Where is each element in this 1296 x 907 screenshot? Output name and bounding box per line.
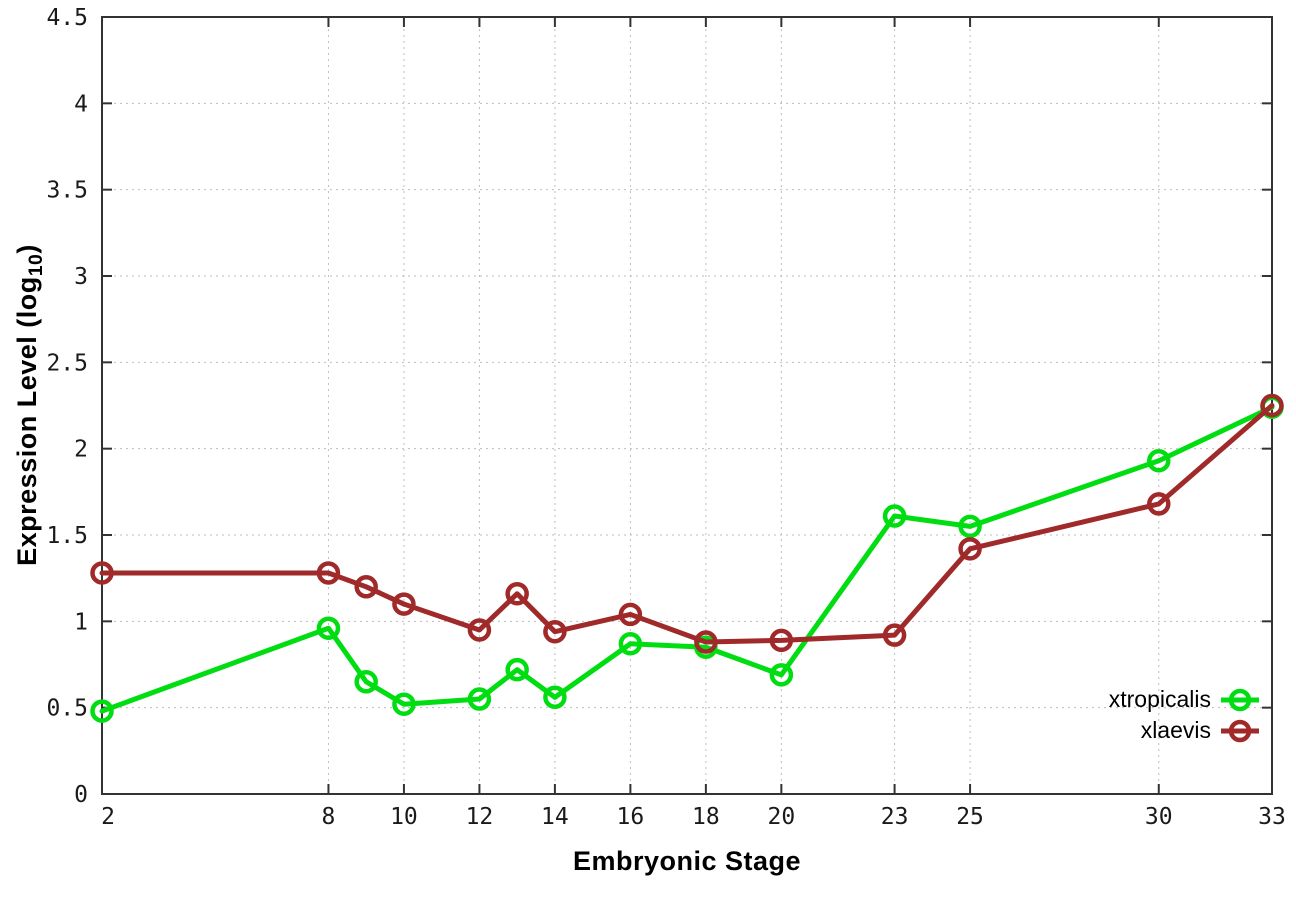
data-point-xtropicalis-stage-14: [543, 685, 567, 710]
y-axis-title: Expression Level (log10): [12, 244, 48, 566]
y-tick-label-3.5: 3.5: [46, 178, 88, 204]
y-tick-label-3: 3: [74, 264, 88, 290]
legend-marker-xtropicalis-icon: [1221, 688, 1259, 711]
y-tick-label-1: 1: [74, 609, 88, 635]
data-point-xlaevis-stage-14: [543, 619, 567, 644]
y-axis-title-suffix: ): [11, 244, 42, 254]
data-point-xtropicalis-stage-10: [392, 692, 416, 716]
data-point-xlaevis-stage-12: [467, 618, 492, 642]
x-tick-label-23: 23: [881, 804, 909, 830]
x-tick-label-25: 25: [956, 804, 984, 830]
data-point-xtropicalis-stage-16: [618, 632, 643, 656]
legend-marker-xlaevis-icon: [1221, 719, 1259, 742]
data-point-xlaevis-stage-23: [882, 623, 907, 647]
x-tick-label-16: 16: [617, 804, 645, 830]
data-point-xlaevis-stage-13: [505, 581, 529, 606]
x-tick-label-12: 12: [466, 804, 494, 830]
data-point-xlaevis-stage-9: [354, 575, 378, 599]
legend-label-xlaevis: xlaevis: [1140, 717, 1211, 743]
x-axis-title: Embryonic Stage: [572, 846, 802, 876]
x-tick-label-8: 8: [322, 804, 336, 830]
y-tick-label-0.5: 0.5: [46, 696, 88, 722]
data-point-xtropicalis-stage-20: [769, 663, 794, 687]
data-point-xtropicalis-stage-8: [316, 616, 341, 640]
x-tick-label-14: 14: [541, 804, 569, 830]
data-point-xlaevis-stage-2: [90, 561, 114, 585]
data-point-xtropicalis-stage-13: [505, 657, 529, 682]
x-tick-label-20: 20: [768, 804, 796, 830]
x-tick-label-30: 30: [1145, 804, 1173, 830]
y-tick-label-4: 4: [74, 91, 88, 117]
data-point-xlaevis-stage-25: [958, 537, 982, 561]
x-tick-label-2: 2: [101, 804, 115, 830]
y-axis-title-subscript: 10: [25, 253, 48, 277]
x-tick-label-18: 18: [692, 804, 720, 830]
y-tick-label-4.5: 4.5: [46, 5, 88, 31]
x-tick-label-33: 33: [1258, 804, 1286, 830]
data-point-xtropicalis-stage-9: [354, 670, 378, 694]
data-point-xtropicalis-stage-23: [882, 504, 907, 528]
data-point-xtropicalis-stage-25: [958, 514, 982, 539]
data-point-xlaevis-stage-18: [694, 630, 718, 654]
legend-label-xtropicalis: xtropicalis: [1108, 686, 1211, 712]
data-point-xlaevis-stage-16: [618, 602, 643, 627]
data-point-xlaevis-stage-33: [1260, 393, 1284, 418]
legend-item-xlaevis: xlaevis: [1109, 715, 1260, 746]
data-point-xtropicalis-stage-12: [467, 687, 492, 711]
data-point-xtropicalis-stage-2: [90, 699, 114, 723]
legend: xtropicalis xlaevis: [1109, 684, 1260, 746]
y-tick-label-2: 2: [74, 437, 88, 463]
data-point-xlaevis-stage-8: [316, 561, 341, 585]
y-tick-label-0: 0: [74, 782, 88, 808]
data-point-xlaevis-stage-20: [769, 628, 794, 653]
y-tick-label-2.5: 2.5: [46, 350, 88, 376]
data-point-xlaevis-stage-30: [1147, 492, 1171, 516]
data-point-xlaevis-stage-10: [392, 592, 416, 616]
y-axis-title-text: Expression Level (log: [11, 276, 42, 566]
series-line-xlaevis: [99, 403, 1275, 645]
x-tick-label-10: 10: [390, 804, 418, 830]
data-point-xtropicalis-stage-30: [1147, 449, 1171, 473]
legend-item-xtropicalis: xtropicalis: [1109, 684, 1260, 715]
y-tick-label-1.5: 1.5: [46, 523, 88, 549]
